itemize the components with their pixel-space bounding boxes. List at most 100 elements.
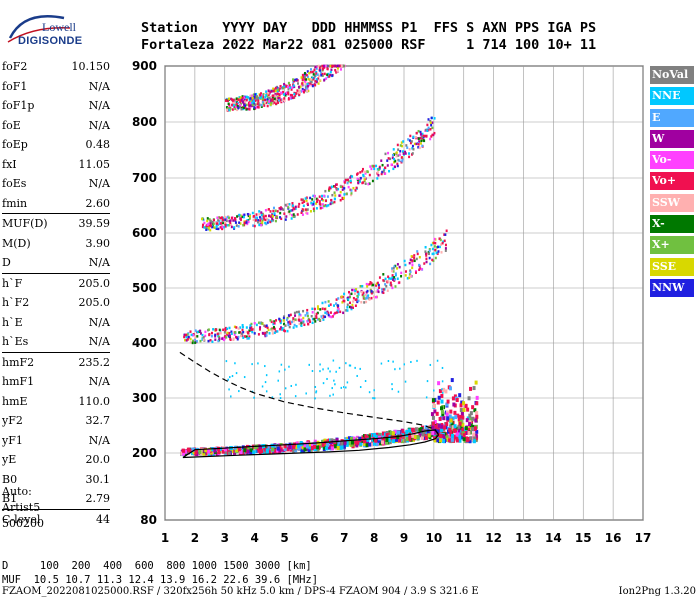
echo-point — [337, 304, 340, 307]
param-value: N/A — [88, 99, 110, 112]
echo-point — [284, 324, 287, 327]
echo-point — [420, 435, 424, 440]
echo-point — [239, 222, 242, 225]
echo-point — [244, 446, 248, 451]
legend-item: NNW — [650, 278, 694, 297]
echo-point — [349, 174, 352, 178]
echo-point — [300, 448, 304, 453]
echo-point — [314, 65, 317, 69]
echo-point — [266, 217, 269, 221]
echo-point — [236, 101, 239, 104]
echo-point — [273, 320, 276, 323]
echo-point — [461, 415, 465, 420]
echo-point — [260, 94, 263, 97]
echo-point — [261, 94, 264, 98]
echo-point — [306, 89, 309, 93]
echo-point — [270, 101, 273, 105]
echo-point — [314, 320, 317, 323]
echo-point — [364, 182, 367, 185]
echo-point — [221, 449, 225, 454]
echo-point — [386, 440, 390, 445]
echo-point — [311, 370, 314, 373]
echo-point — [314, 446, 318, 451]
echo-point — [267, 93, 270, 96]
echo-point — [419, 136, 422, 140]
echo-point — [458, 434, 462, 439]
x-tick-label: 3 — [221, 531, 229, 545]
echo-point — [341, 301, 344, 304]
echo-point — [289, 313, 292, 317]
echo-point — [370, 167, 373, 171]
echo-point — [271, 396, 274, 399]
echo-point — [397, 430, 401, 435]
echo-point — [331, 315, 334, 318]
echo-point — [291, 94, 294, 97]
echo-point — [272, 322, 275, 326]
echo-point — [457, 431, 461, 436]
echo-point — [303, 323, 306, 327]
echo-point — [223, 447, 227, 452]
echo-point — [194, 336, 197, 339]
echo-point — [255, 213, 258, 216]
echo-point — [331, 74, 334, 77]
echo-point — [261, 212, 264, 216]
echo-point — [413, 434, 417, 439]
echo-point — [332, 64, 335, 68]
distance-row: D 100 200 400 600 800 1000 1500 3000 [km… — [2, 560, 312, 572]
echo-point — [411, 152, 414, 155]
echo-point — [204, 330, 207, 334]
param-label: foF1 — [2, 79, 28, 93]
param-value: 10.150 — [71, 60, 111, 73]
echo-point — [307, 448, 311, 453]
echo-point — [278, 448, 282, 453]
echo-point — [372, 397, 374, 400]
echo-point — [340, 386, 343, 389]
echo-point — [241, 96, 244, 100]
echo-point — [372, 164, 375, 168]
echo-point — [328, 315, 331, 318]
echo-point — [391, 269, 394, 273]
echo-point — [392, 360, 394, 363]
echo-point — [260, 103, 263, 107]
echo-point — [312, 194, 315, 198]
echo-point — [474, 433, 478, 438]
echo-point — [321, 72, 324, 76]
echo-point — [327, 445, 331, 450]
echo-point — [332, 393, 334, 396]
echo-point — [406, 146, 409, 149]
echo-point — [385, 440, 389, 445]
echo-point — [326, 195, 329, 198]
echo-point — [445, 412, 449, 417]
echo-point — [376, 281, 379, 285]
echo-point — [347, 296, 350, 299]
param-row: h`E N/A — [2, 316, 110, 336]
echo-point — [280, 217, 283, 221]
echo-point — [311, 311, 314, 314]
echo-point — [243, 99, 246, 103]
echo-point — [474, 436, 478, 441]
echo-point — [207, 222, 210, 226]
echo-point — [412, 135, 415, 139]
echo-point — [400, 141, 403, 144]
echo-point — [257, 448, 261, 453]
echo-point — [367, 182, 370, 186]
echo-point — [228, 326, 231, 330]
echo-point — [305, 444, 309, 449]
echo-point — [296, 89, 299, 92]
echo-point — [223, 335, 226, 338]
echo-point — [364, 294, 367, 297]
echo-point — [294, 94, 297, 97]
echo-point — [378, 165, 381, 169]
echo-point — [299, 441, 303, 446]
echo-point — [287, 321, 290, 324]
echo-point — [415, 257, 418, 261]
echo-point — [214, 338, 217, 341]
echo-point — [461, 422, 465, 427]
echo-point — [232, 337, 235, 340]
echo-point — [325, 312, 328, 315]
echo-point — [270, 219, 273, 223]
echo-point — [209, 224, 212, 227]
echo-point — [283, 212, 286, 215]
echo-point — [335, 71, 338, 74]
echo-point — [362, 295, 365, 298]
